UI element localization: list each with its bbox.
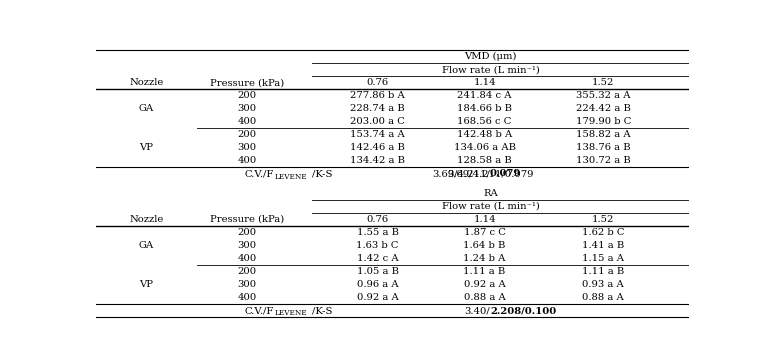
Text: 400: 400 (237, 117, 257, 126)
Text: 1.14: 1.14 (473, 78, 496, 87)
Text: VMD (μm): VMD (μm) (464, 52, 517, 61)
Text: Nozzle: Nozzle (129, 78, 163, 87)
Text: 1.11 a B: 1.11 a B (582, 267, 624, 276)
Text: 224.42 a B: 224.42 a B (576, 104, 630, 113)
Text: 400: 400 (237, 293, 257, 302)
Text: 142.48 b A: 142.48 b A (457, 130, 512, 139)
Text: Nozzle: Nozzle (129, 215, 163, 224)
Text: RA: RA (483, 189, 498, 198)
Text: C.V./F: C.V./F (244, 306, 274, 315)
Text: 0.96 a A: 0.96 a A (357, 280, 398, 289)
Text: Flow rate (L min⁻¹): Flow rate (L min⁻¹) (441, 65, 539, 74)
Text: 0.93 a A: 0.93 a A (582, 280, 624, 289)
Text: 1.11 a B: 1.11 a B (463, 267, 506, 276)
Text: 3.69/4.211/: 3.69/4.211/ (432, 170, 490, 179)
Text: 128.58 a B: 128.58 a B (457, 156, 512, 165)
Text: LEVENE: LEVENE (275, 173, 308, 181)
Text: 1.41 a B: 1.41 a B (582, 241, 624, 250)
Text: VP: VP (139, 280, 153, 289)
Text: 1.14: 1.14 (473, 215, 496, 224)
Text: LEVENE: LEVENE (275, 310, 308, 318)
Text: 158.82 a A: 158.82 a A (576, 130, 630, 139)
Text: 0.92 a A: 0.92 a A (357, 293, 398, 302)
Text: 300: 300 (237, 241, 257, 250)
Text: VP: VP (139, 143, 153, 152)
Text: 200: 200 (237, 91, 257, 100)
Text: 300: 300 (237, 280, 257, 289)
Text: 0.88 a A: 0.88 a A (463, 293, 506, 302)
Text: 1.52: 1.52 (592, 78, 614, 87)
Text: 0.079: 0.079 (490, 170, 521, 179)
Text: 228.74 a B: 228.74 a B (350, 104, 405, 113)
Text: 134.06 a AB: 134.06 a AB (453, 143, 516, 152)
Text: 300: 300 (237, 143, 257, 152)
Text: 1.64 b B: 1.64 b B (463, 241, 506, 250)
Text: 0.76: 0.76 (367, 215, 389, 224)
Text: 134.42 a B: 134.42 a B (350, 156, 405, 165)
Text: 1.63 b C: 1.63 b C (356, 241, 399, 250)
Text: /K-S: /K-S (313, 306, 332, 315)
Text: 3.69/4.211/0.079: 3.69/4.211/0.079 (447, 170, 534, 179)
Text: 300: 300 (237, 104, 257, 113)
Text: 142.46 a B: 142.46 a B (350, 143, 405, 152)
Text: 1.24 b A: 1.24 b A (463, 254, 506, 263)
Text: 168.56 c C: 168.56 c C (457, 117, 512, 126)
Text: 0.92 a A: 0.92 a A (463, 280, 506, 289)
Text: Pressure (kPa): Pressure (kPa) (210, 78, 284, 87)
Text: 277.86 b A: 277.86 b A (350, 91, 405, 100)
Text: 1.87 c C: 1.87 c C (463, 228, 506, 237)
Text: 200: 200 (237, 228, 257, 237)
Text: 200: 200 (237, 267, 257, 276)
Text: 1.62 b C: 1.62 b C (582, 228, 624, 237)
Text: Pressure (kPa): Pressure (kPa) (210, 215, 284, 224)
Text: C.V./F: C.V./F (244, 170, 274, 179)
Text: /K-S: /K-S (313, 170, 332, 179)
Text: 0.88 a A: 0.88 a A (582, 293, 624, 302)
Text: 1.05 a B: 1.05 a B (357, 267, 399, 276)
Text: 3.40/: 3.40/ (464, 306, 490, 315)
Text: 138.76 a B: 138.76 a B (576, 143, 630, 152)
Text: GA: GA (139, 104, 154, 113)
Text: 241.84 c A: 241.84 c A (457, 91, 512, 100)
Text: 355.32 a A: 355.32 a A (576, 91, 630, 100)
Text: 1.55 a B: 1.55 a B (357, 228, 399, 237)
Text: 179.90 b C: 179.90 b C (575, 117, 631, 126)
Text: 400: 400 (237, 156, 257, 165)
Text: GA: GA (139, 241, 154, 250)
Text: 0.76: 0.76 (367, 78, 389, 87)
Text: 153.74 a A: 153.74 a A (350, 130, 405, 139)
Text: 1.52: 1.52 (592, 215, 614, 224)
Text: 203.00 a C: 203.00 a C (350, 117, 405, 126)
Text: 184.66 b B: 184.66 b B (457, 104, 512, 113)
Text: 400: 400 (237, 254, 257, 263)
Text: 1.42 c A: 1.42 c A (357, 254, 398, 263)
Text: 1.15 a A: 1.15 a A (582, 254, 624, 263)
Text: 2.208/0.100: 2.208/0.100 (490, 306, 556, 315)
Text: Flow rate (L min⁻¹): Flow rate (L min⁻¹) (441, 202, 539, 211)
Text: 200: 200 (237, 130, 257, 139)
Text: 130.72 a B: 130.72 a B (576, 156, 630, 165)
